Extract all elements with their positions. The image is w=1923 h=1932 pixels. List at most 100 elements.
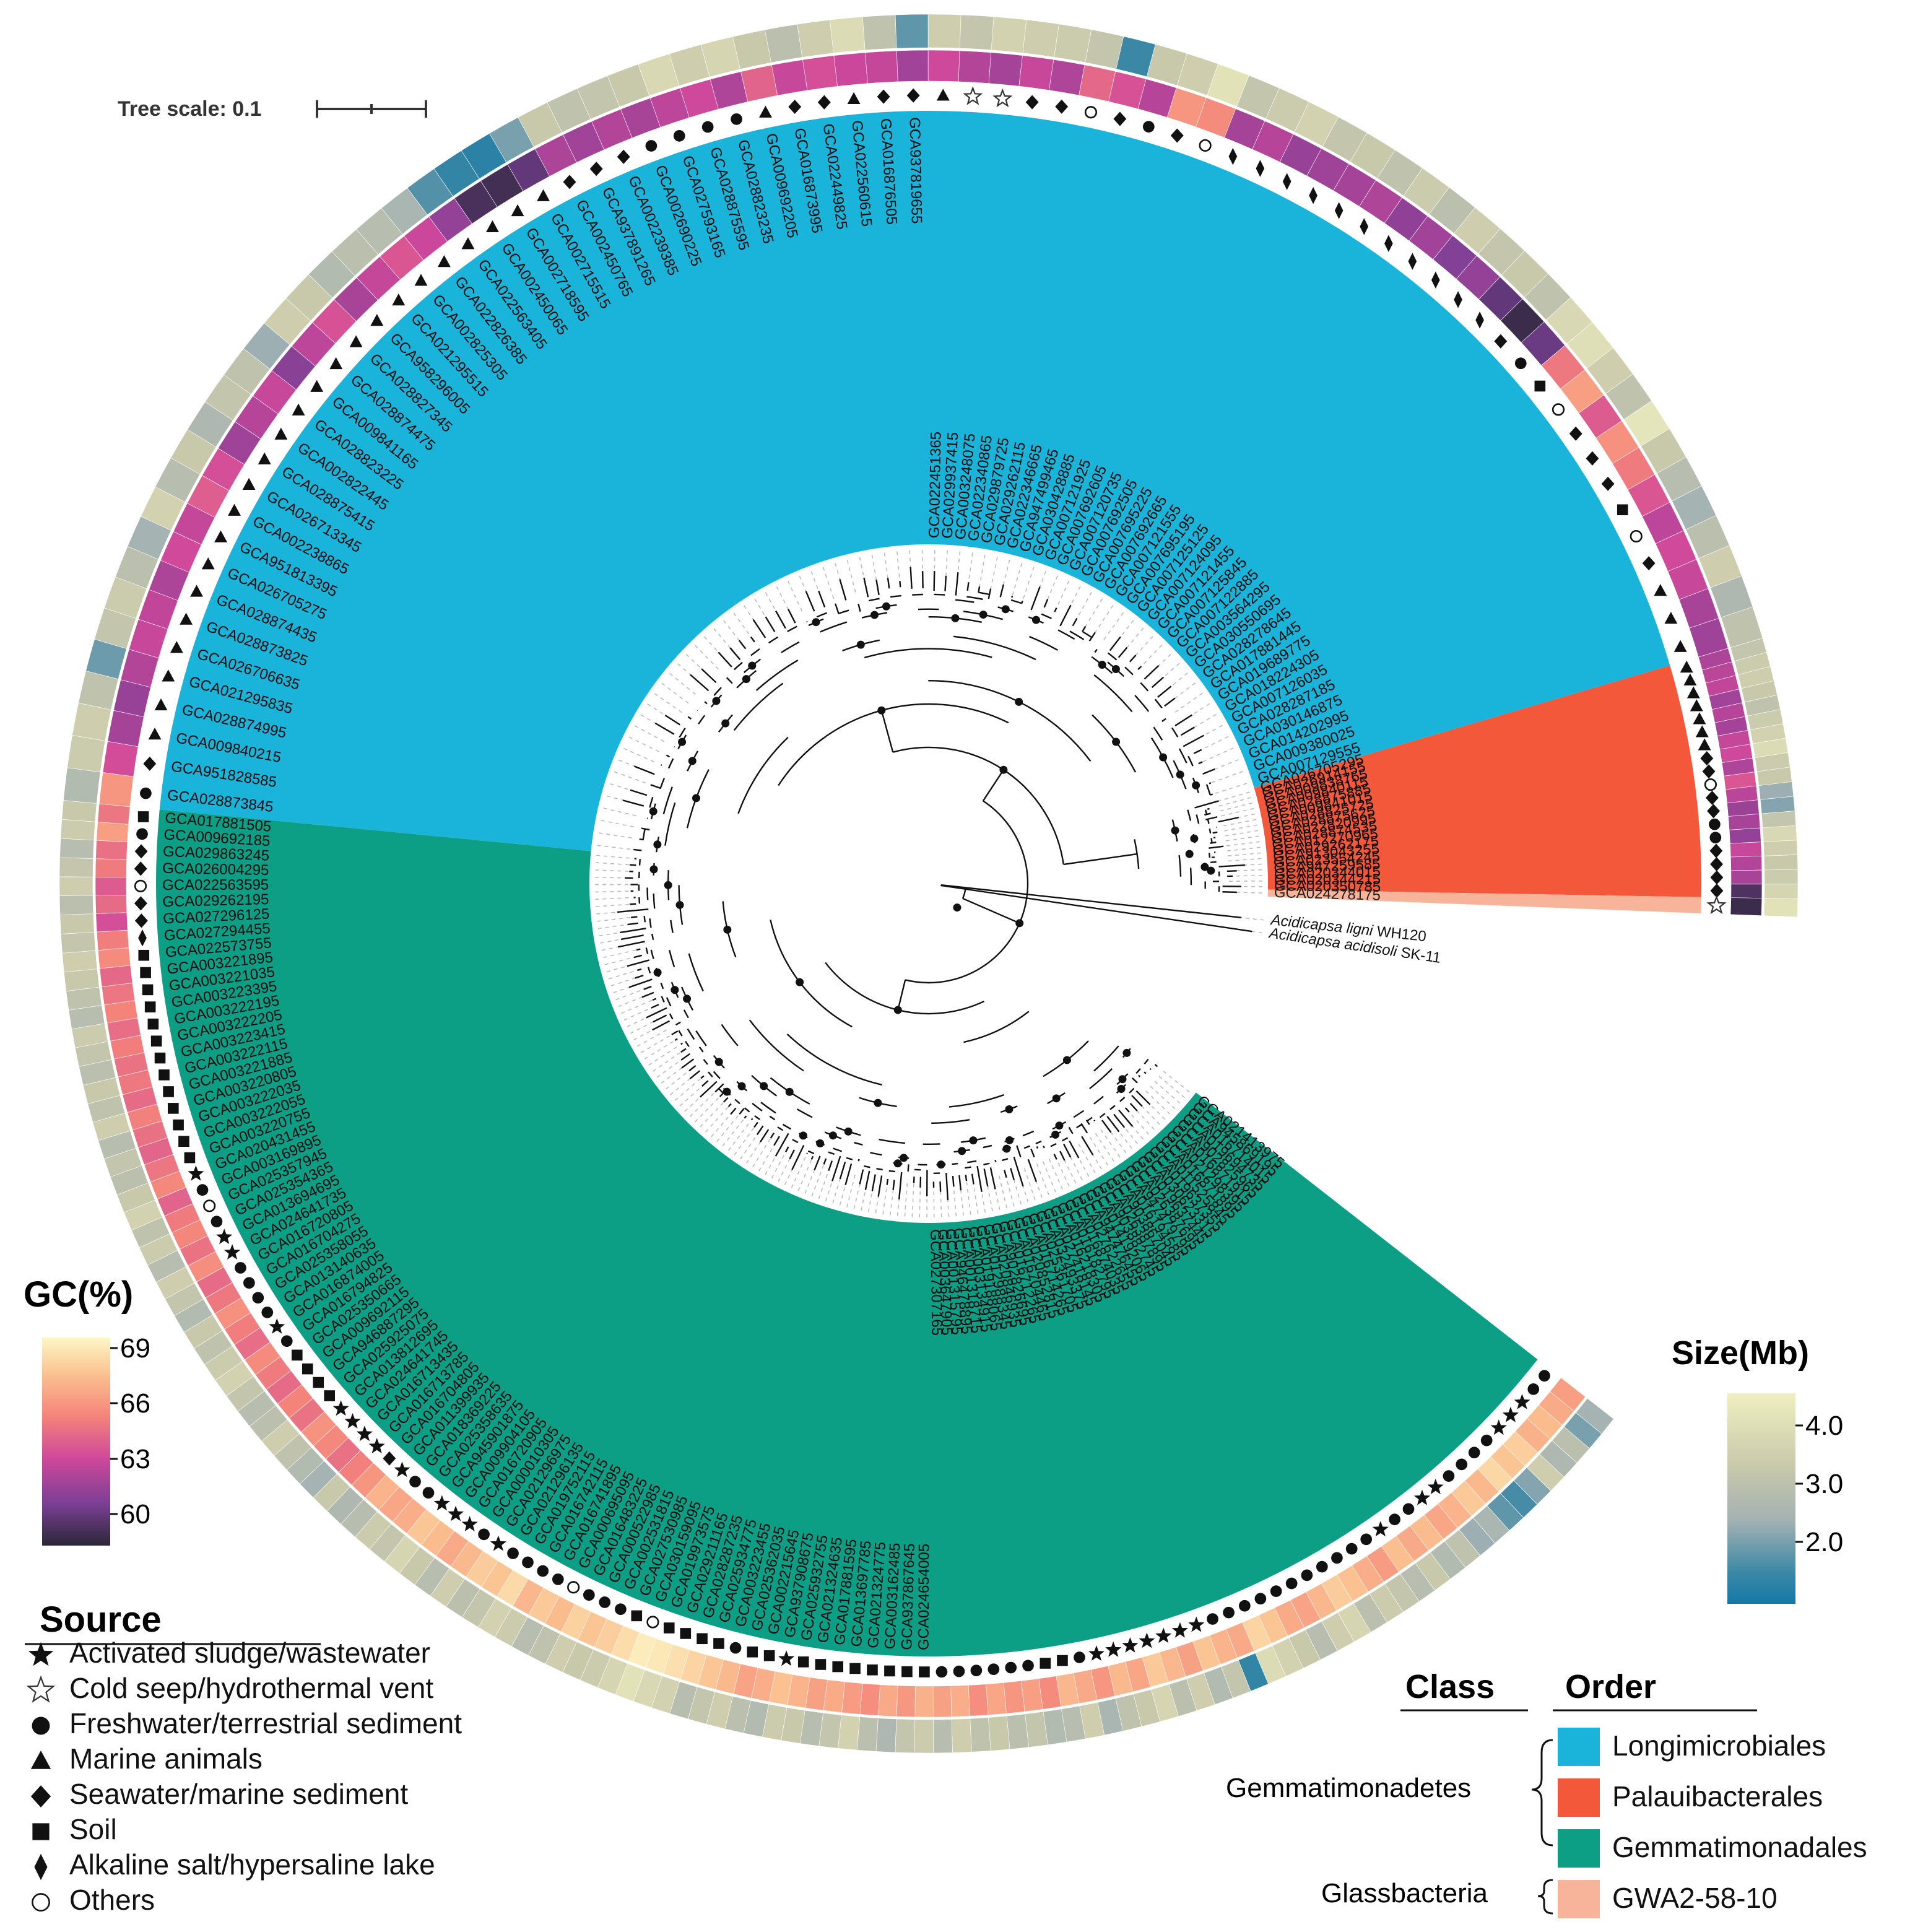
bootstrap-node: [688, 757, 697, 765]
leaf-guide: [649, 1052, 681, 1074]
bootstrap-node: [870, 611, 879, 619]
leaf-guide: [1207, 758, 1242, 773]
source-symbol-diamond: [817, 95, 831, 110]
gc-cell: [95, 912, 128, 933]
leaf-guide: [744, 1134, 765, 1167]
source-symbol-diamond: [1710, 856, 1724, 872]
source-symbol-square: [849, 1663, 861, 1674]
source-symbols: [134, 86, 1727, 1678]
source-symbol-thin-diamond: [1256, 160, 1265, 177]
source-symbol-triangle: [1695, 725, 1709, 738]
source-symbol-square: [313, 1377, 324, 1388]
size-cell: [63, 767, 101, 804]
source-symbol-triangle: [201, 557, 215, 570]
source-symbol-star-filled: [1490, 1419, 1507, 1435]
leaf-guide: [1044, 572, 1059, 607]
bootstrap-node: [1001, 605, 1010, 614]
leaf-guide: [667, 671, 696, 695]
size-cell: [1764, 884, 1799, 899]
source-symbol-square: [867, 1664, 878, 1676]
source-symbol-diamond: [788, 99, 802, 115]
leaf-guide: [776, 1151, 794, 1185]
source-symbol-thin-diamond: [138, 929, 147, 947]
bootstrap-node: [1031, 616, 1040, 624]
source-symbol-triangle: [1698, 738, 1711, 751]
source-symbol-triangle: [392, 293, 406, 306]
leaf-guide: [763, 1145, 783, 1178]
leaf-guide: [620, 746, 654, 763]
gc-cell: [1003, 1681, 1025, 1714]
size-cell: [1763, 855, 1799, 871]
source-symbol-triangle: [214, 530, 228, 542]
leaf-guide: [846, 557, 856, 593]
leaf-guide: [909, 547, 913, 584]
size-legend-title: Size(Mb): [1672, 1334, 1809, 1372]
source-symbol-thin-diamond: [1431, 271, 1440, 289]
gc-cell: [802, 55, 838, 91]
bootstrap-node: [877, 706, 886, 715]
size-colorbar: [1727, 1393, 1795, 1604]
leaf-guide: [1145, 1090, 1173, 1117]
legend-symbol-star-open: [26, 1675, 56, 1703]
leaf-guide: [592, 876, 629, 879]
source-symbol-circle-filled: [1360, 1533, 1373, 1546]
leaf-guide: [1094, 603, 1116, 634]
leaf-guide: [594, 923, 632, 930]
source-symbol-diamond: [1586, 451, 1599, 466]
bootstrap-node: [856, 640, 865, 649]
leaf-guide: [1153, 661, 1183, 686]
source-symbol-circle-filled: [645, 140, 658, 152]
source-symbol-thin-diamond: [1282, 173, 1291, 190]
size-cell: [1764, 869, 1799, 885]
order-legend-label: Gemmatimonadales: [1612, 1831, 1867, 1863]
leaf-label: GCA020344015: [1274, 863, 1381, 882]
leaf-guide: [833, 560, 845, 596]
source-symbol-diamond: [143, 756, 157, 771]
leaf-guide: [870, 551, 879, 588]
leaf-guide: [953, 1183, 957, 1220]
size-cell: [1006, 1713, 1030, 1750]
gc-cell: [1730, 897, 1763, 916]
gc-cell: [95, 876, 127, 896]
source-symbol-thin-diamond: [1454, 291, 1462, 308]
gemmatimonadetes-brace: [1531, 1739, 1553, 1847]
leaf-guide: [824, 1169, 837, 1204]
size-tick-2: 2.0: [1805, 1527, 1843, 1557]
source-symbol-circle-open: [1199, 139, 1212, 152]
leaf-guide: [658, 1063, 688, 1086]
leaf-label: GCA937867645: [898, 1543, 918, 1650]
bootstrap-node: [1052, 1094, 1061, 1103]
bootstrap-node: [1200, 863, 1209, 871]
source-symbol-triangle: [437, 255, 451, 268]
size-cell: [1022, 19, 1059, 58]
gc-tick-63: 63: [120, 1444, 150, 1474]
leaf-guide: [809, 568, 824, 603]
leaf-guide: [597, 936, 633, 944]
leaf-guide: [682, 1088, 710, 1114]
source-symbol-triangle: [1673, 640, 1687, 652]
leaf-guide: [789, 1157, 806, 1191]
bootstrap-node: [900, 1154, 908, 1162]
leaf-guide: [860, 1177, 869, 1214]
source-symbol-circle-filled: [970, 1664, 983, 1677]
source-symbol-triangle: [170, 641, 183, 653]
gc-tick-66: 66: [120, 1388, 150, 1419]
source-symbol-square: [291, 1349, 303, 1361]
leaf-guide: [1228, 891, 1265, 894]
class-header: Class: [1405, 1668, 1495, 1705]
source-symbol-star-filled: [1413, 1489, 1431, 1505]
source-symbol-square: [168, 1103, 179, 1114]
gc-cell: [927, 50, 960, 82]
leaf-guide: [1111, 1121, 1134, 1152]
bootstrap-node: [1117, 1084, 1126, 1093]
source-symbol-triangle: [759, 105, 772, 118]
source-symbol-circle-filled: [1389, 1513, 1400, 1526]
source-symbol-square: [140, 967, 151, 978]
source-symbol-star-filled: [778, 1650, 795, 1666]
leaf-guide: [1130, 633, 1155, 662]
source-symbol-diamond: [134, 861, 147, 876]
bootstrap-node: [882, 602, 890, 611]
class-glassbacteria: Glassbacteria: [1321, 1878, 1488, 1908]
leaf-guide: [896, 1182, 901, 1219]
source-symbol-circle-open: [1552, 403, 1565, 416]
